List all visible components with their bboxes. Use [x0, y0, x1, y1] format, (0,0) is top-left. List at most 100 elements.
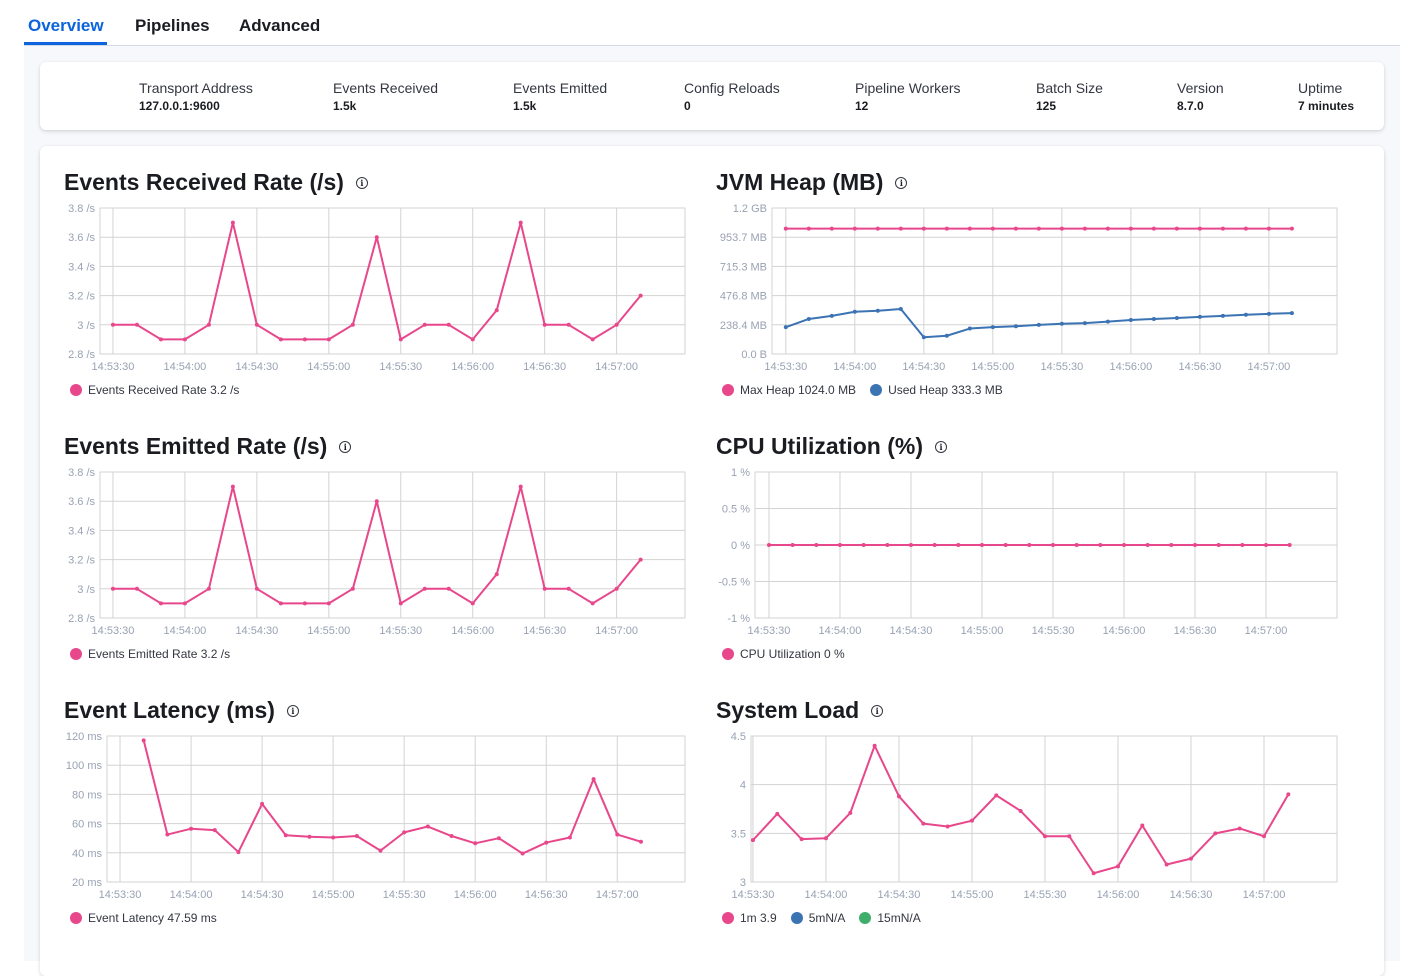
data-point: [750, 838, 755, 843]
data-point: [1237, 826, 1242, 831]
data-point: [852, 226, 857, 231]
data-point: [1164, 862, 1169, 867]
data-point: [945, 824, 950, 829]
data-point: [302, 337, 307, 342]
x-tick-label: 14:57:00: [1243, 889, 1286, 901]
legend-item[interactable]: 1m 3.9: [722, 911, 777, 925]
data-point: [278, 337, 283, 342]
y-tick-label: 3.2 /s: [68, 291, 95, 303]
legend-label: Event Latency 47.59 ms: [88, 911, 217, 925]
data-point: [1174, 226, 1179, 231]
data-point: [979, 543, 984, 547]
data-point: [872, 743, 877, 748]
legend-label: CPU Utilization 0 %: [740, 647, 845, 661]
x-tick-label: 14:53:30: [748, 625, 791, 637]
data-point: [896, 794, 901, 799]
data-point: [814, 543, 819, 547]
y-tick-label: 1.2 GB: [733, 203, 767, 215]
y-tick-label: 953.7 MB: [720, 232, 767, 244]
stat-label: Config Reloads: [684, 80, 780, 96]
chart-title-events-emitted: Events Emitted Rate (/s) i: [64, 433, 352, 460]
data-point: [1243, 312, 1248, 317]
legend-item[interactable]: Events Emitted Rate 3.2 /s: [70, 647, 230, 661]
legend-dot-icon: [70, 384, 82, 396]
y-tick-label: 2.8 /s: [68, 613, 95, 625]
x-tick-label: 14:54:00: [163, 361, 206, 373]
events-emitted-chart: 3.8 /s 3.6 /s 3.4 /s 3.2 /s 3 /s 2.8 /s14:53:…: [68, 467, 686, 637]
info-icon[interactable]: i: [895, 176, 908, 189]
data-point: [969, 818, 974, 823]
data-point: [790, 543, 795, 547]
legend-item[interactable]: 15mN/A: [859, 911, 921, 925]
data-point: [260, 801, 265, 806]
data-point: [1220, 313, 1225, 318]
series-line: [112, 485, 642, 605]
data-point: [591, 777, 596, 782]
stat-value: 7 minutes: [1298, 99, 1355, 113]
data-point: [944, 226, 949, 231]
y-tick-label: 476.8 MB: [720, 291, 767, 303]
data-point: [1121, 543, 1126, 547]
plot-frame: [99, 207, 686, 355]
data-point: [1091, 871, 1096, 876]
legend-item[interactable]: Event Latency 47.59 ms: [70, 911, 217, 925]
plot-frame: [99, 471, 686, 619]
data-point: [1036, 226, 1041, 231]
info-icon[interactable]: i: [339, 440, 352, 453]
data-point: [1266, 226, 1271, 231]
tab-bar: Overview Pipelines Advanced: [24, 0, 1400, 46]
x-tick-label: 14:55:00: [951, 889, 994, 901]
tab-advanced[interactable]: Advanced: [239, 16, 321, 35]
data-point: [944, 333, 949, 338]
info-icon[interactable]: i: [286, 704, 299, 717]
data-point: [470, 337, 475, 342]
data-point: [932, 543, 937, 547]
x-tick-label: 14:53:30: [732, 889, 775, 901]
stat-config-reloads: Config Reloads 0: [684, 80, 780, 113]
y-tick-label: 2.8 /s: [68, 349, 95, 361]
x-tick-label: 14:53:30: [92, 361, 135, 373]
stat-value: 0: [684, 99, 691, 113]
x-tick-label: 14:56:30: [523, 625, 566, 637]
data-point: [994, 793, 999, 798]
legend-item[interactable]: CPU Utilization 0 %: [722, 647, 845, 661]
tab-overview[interactable]: Overview: [28, 16, 104, 35]
data-point: [861, 543, 866, 547]
data-point: [1151, 226, 1156, 231]
data-point: [473, 841, 478, 846]
data-point: [307, 834, 312, 839]
y-tick-label: 1 %: [731, 467, 750, 479]
data-point: [1197, 226, 1202, 231]
legend-item[interactable]: Max Heap 1024.0 MB: [722, 383, 856, 397]
x-tick-label: 14:55:30: [1024, 889, 1067, 901]
data-point: [1213, 831, 1218, 836]
y-tick-label: 3.8 /s: [68, 203, 95, 215]
data-point: [446, 322, 451, 327]
chart-title-cpu: CPU Utilization (%) i: [716, 433, 947, 460]
data-point: [206, 586, 211, 591]
x-tick-label: 14:55:30: [383, 889, 426, 901]
legend-item[interactable]: 5mN/A: [790, 911, 845, 925]
x-tick-label: 14:55:00: [307, 625, 350, 637]
info-icon[interactable]: i: [871, 704, 884, 717]
info-icon[interactable]: i: [935, 440, 947, 453]
legend-dot-icon: [870, 384, 883, 396]
legend-item[interactable]: Used Heap 333.3 MB: [870, 383, 1003, 397]
stat-label: Uptime: [1298, 80, 1343, 96]
data-point: [823, 836, 828, 841]
title-text: CPU Utilization (%): [716, 433, 923, 459]
jvm-heap-chart: 1.2 GB 953.7 MB 715.3 MB 476.8 MB 238.4 MB 0.…: [720, 203, 1338, 373]
title-text: JVM Heap (MB): [716, 169, 884, 195]
x-tick-label: 14:55:00: [307, 361, 350, 373]
data-point: [1169, 543, 1174, 547]
info-icon[interactable]: i: [355, 176, 368, 189]
x-tick-label: 14:54:00: [170, 889, 213, 901]
data-point: [590, 601, 595, 606]
data-point: [494, 572, 499, 577]
data-point: [134, 322, 139, 327]
data-point: [921, 335, 926, 340]
tab-pipelines[interactable]: Pipelines: [135, 16, 210, 35]
data-point: [967, 226, 972, 231]
legend-item[interactable]: Events Received Rate 3.2 /s: [70, 383, 239, 397]
data-point: [278, 601, 283, 606]
